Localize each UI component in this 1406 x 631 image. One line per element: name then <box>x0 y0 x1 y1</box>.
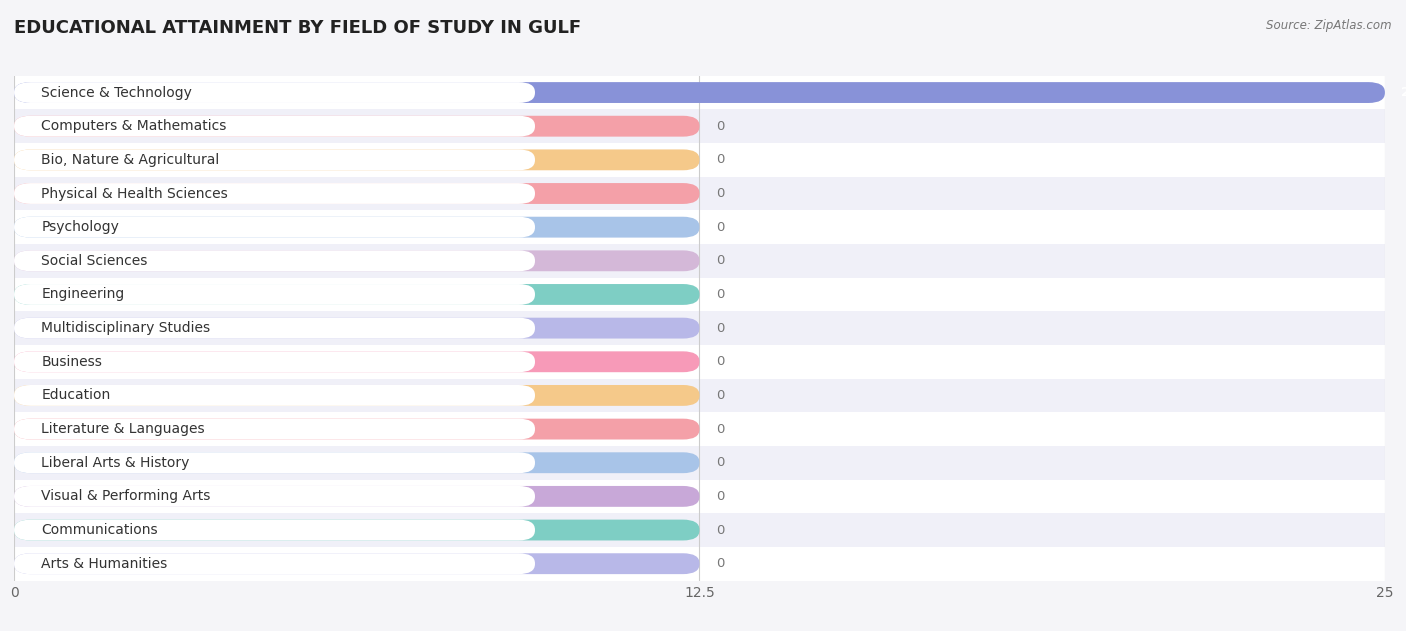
Text: 0: 0 <box>716 524 724 536</box>
Text: 0: 0 <box>716 187 724 200</box>
Text: 0: 0 <box>716 221 724 233</box>
FancyBboxPatch shape <box>14 553 700 574</box>
Bar <box>14 76 1385 109</box>
FancyBboxPatch shape <box>14 486 534 507</box>
FancyBboxPatch shape <box>14 216 700 238</box>
Text: 0: 0 <box>716 153 724 167</box>
Bar <box>14 379 1385 412</box>
Text: Multidisciplinary Studies: Multidisciplinary Studies <box>42 321 211 335</box>
Bar <box>14 412 1385 446</box>
FancyBboxPatch shape <box>14 553 534 574</box>
Text: Physical & Health Sciences: Physical & Health Sciences <box>42 187 228 201</box>
Bar <box>14 311 1385 345</box>
FancyBboxPatch shape <box>14 452 700 473</box>
Text: 0: 0 <box>716 456 724 469</box>
FancyBboxPatch shape <box>14 251 534 271</box>
Text: Literature & Languages: Literature & Languages <box>42 422 205 436</box>
Text: Arts & Humanities: Arts & Humanities <box>42 557 167 570</box>
FancyBboxPatch shape <box>14 351 700 372</box>
FancyBboxPatch shape <box>14 452 534 473</box>
FancyBboxPatch shape <box>14 317 700 339</box>
FancyBboxPatch shape <box>14 284 534 305</box>
Bar <box>14 210 1385 244</box>
Bar <box>14 480 1385 513</box>
Text: Education: Education <box>42 389 111 403</box>
Text: Computers & Mathematics: Computers & Mathematics <box>42 119 226 133</box>
Text: Social Sciences: Social Sciences <box>42 254 148 268</box>
FancyBboxPatch shape <box>14 385 700 406</box>
Text: Visual & Performing Arts: Visual & Performing Arts <box>42 490 211 504</box>
Text: Business: Business <box>42 355 103 369</box>
Text: 25: 25 <box>1402 86 1406 99</box>
Text: 0: 0 <box>716 322 724 334</box>
FancyBboxPatch shape <box>14 115 534 137</box>
FancyBboxPatch shape <box>14 150 700 170</box>
FancyBboxPatch shape <box>14 216 534 238</box>
FancyBboxPatch shape <box>14 82 1385 103</box>
Text: 0: 0 <box>716 120 724 133</box>
Text: Psychology: Psychology <box>42 220 120 234</box>
Bar <box>14 446 1385 480</box>
FancyBboxPatch shape <box>14 317 534 339</box>
Bar <box>14 513 1385 547</box>
Bar <box>14 278 1385 311</box>
Bar <box>14 143 1385 177</box>
Text: Source: ZipAtlas.com: Source: ZipAtlas.com <box>1267 19 1392 32</box>
Text: 0: 0 <box>716 490 724 503</box>
Bar <box>14 177 1385 210</box>
FancyBboxPatch shape <box>14 82 534 103</box>
Text: 0: 0 <box>716 288 724 301</box>
Text: Science & Technology: Science & Technology <box>42 86 193 100</box>
Text: EDUCATIONAL ATTAINMENT BY FIELD OF STUDY IN GULF: EDUCATIONAL ATTAINMENT BY FIELD OF STUDY… <box>14 19 581 37</box>
Text: Communications: Communications <box>42 523 157 537</box>
Bar <box>14 109 1385 143</box>
Text: 0: 0 <box>716 389 724 402</box>
FancyBboxPatch shape <box>14 150 534 170</box>
Text: 0: 0 <box>716 254 724 268</box>
FancyBboxPatch shape <box>14 351 534 372</box>
Text: Liberal Arts & History: Liberal Arts & History <box>42 456 190 469</box>
Text: 0: 0 <box>716 557 724 570</box>
FancyBboxPatch shape <box>14 251 700 271</box>
Bar <box>14 244 1385 278</box>
FancyBboxPatch shape <box>14 418 534 440</box>
FancyBboxPatch shape <box>14 486 700 507</box>
FancyBboxPatch shape <box>14 519 534 541</box>
FancyBboxPatch shape <box>14 385 534 406</box>
Text: 0: 0 <box>716 355 724 369</box>
Bar <box>14 547 1385 581</box>
Text: Bio, Nature & Agricultural: Bio, Nature & Agricultural <box>42 153 219 167</box>
Text: Engineering: Engineering <box>42 288 125 302</box>
FancyBboxPatch shape <box>14 115 700 137</box>
Text: 0: 0 <box>716 423 724 435</box>
FancyBboxPatch shape <box>14 183 700 204</box>
Bar <box>14 345 1385 379</box>
FancyBboxPatch shape <box>14 418 700 440</box>
FancyBboxPatch shape <box>14 519 700 541</box>
FancyBboxPatch shape <box>14 284 700 305</box>
FancyBboxPatch shape <box>14 183 534 204</box>
